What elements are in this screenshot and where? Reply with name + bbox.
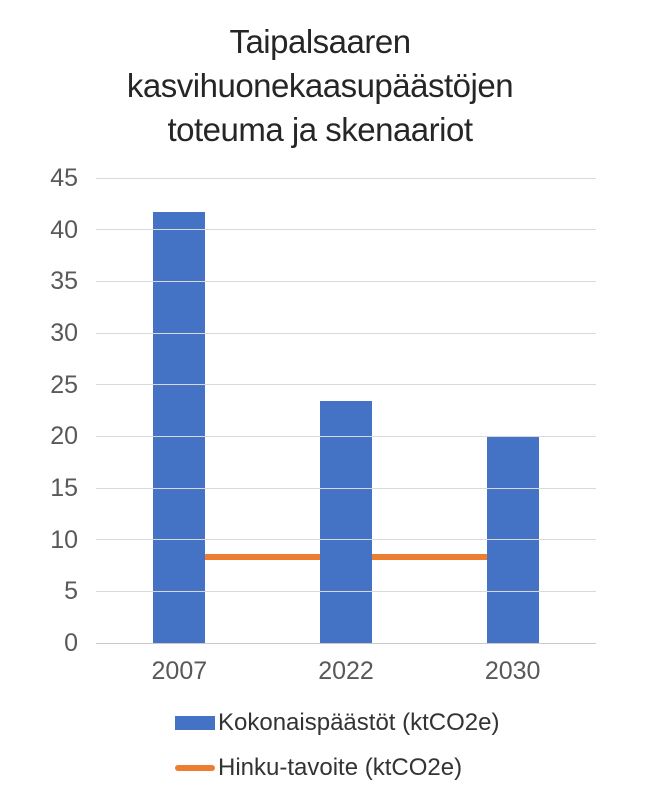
y-tick-label-40: 40 [50,215,78,244]
bar-2022 [320,401,372,643]
y-tick-label-0: 0 [64,629,78,657]
bar-2007 [153,212,206,643]
chart-title-line-1: Taipalsaaren [229,23,411,60]
x-tick-label-2022: 2022 [318,657,374,685]
legend-item-emissions: Kokonaispäästöt (ktCO2e) [175,708,499,738]
y-tick-label-20: 20 [50,422,78,451]
x-tick-label-2007: 2007 [151,657,208,685]
legend-swatch-bar-icon [175,716,215,730]
gridline [96,177,596,179]
gridline [96,435,596,437]
gridline [96,539,596,541]
y-tick-label-10: 10 [50,525,78,554]
gridline [96,280,596,282]
y-tick-label-15: 15 [50,474,78,502]
y-tick-label-45: 45 [50,164,78,192]
legend-label-emissions: Kokonaispäästöt (ktCO2e) [218,709,500,736]
gridline [96,229,596,231]
legend-label-target: Hinku-tavoite (ktCO2e) [218,754,463,781]
gridline [96,384,596,386]
y-tick-label-35: 35 [50,267,78,296]
gridline [96,332,596,334]
legend-item-target: Hinku-tavoite (ktCO2e) [175,753,462,783]
y-tick-label-30: 30 [50,319,78,347]
gridline [96,590,596,592]
chart-title-line-2: kasvihuonekaasupäästöjen [126,67,514,104]
chart-title: Taipalsaaren kasvihuonekaasupäästöjen to… [0,20,640,152]
gridline [96,487,596,489]
y-tick-label-25: 25 [50,370,78,399]
x-tick-label-2030: 2030 [484,657,541,685]
bar-2030 [486,437,539,643]
x-axis-baseline [96,642,596,644]
chart-title-line-3: toteuma ja skenaariot [167,111,473,148]
y-tick-label-5: 5 [64,577,78,606]
legend-swatch-line-icon [175,765,215,771]
